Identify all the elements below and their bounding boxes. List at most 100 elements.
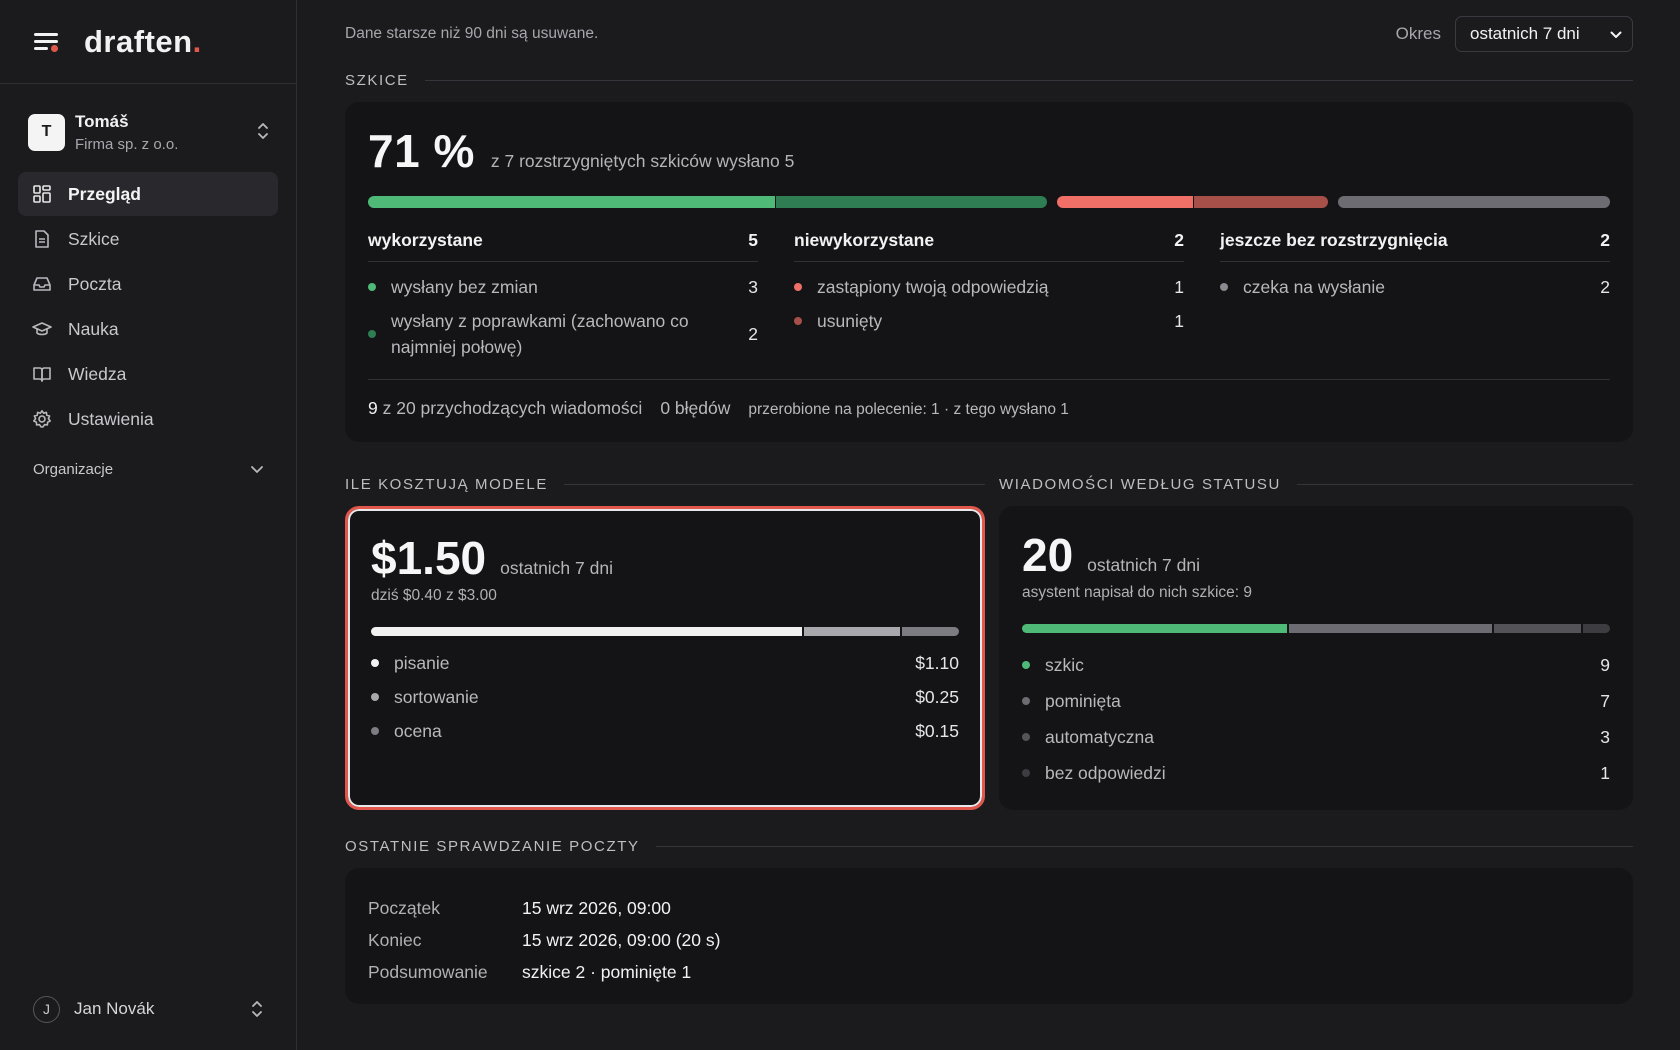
bullet: [794, 283, 802, 291]
legend-row: wysłany z poprawkami (zachowano co najmn…: [368, 308, 758, 360]
mail-value: 15 wrz 2026, 09:00: [522, 897, 671, 918]
period-control: Okres ostatnich 7 dni: [1396, 16, 1633, 52]
segment-group: [1056, 196, 1329, 208]
bullet: [368, 283, 376, 291]
dashboard-icon: [32, 184, 52, 204]
nav-item-poczta[interactable]: Poczta: [18, 262, 278, 306]
drafts-section-header: SZKICE: [345, 68, 1633, 92]
nav-item-przeglad[interactable]: Przegląd: [18, 172, 278, 216]
bar-segment: [1580, 624, 1610, 633]
period-select[interactable]: ostatnich 7 dni: [1455, 16, 1633, 52]
menu-icon[interactable]: [32, 30, 60, 54]
column-total: 2: [1600, 230, 1610, 250]
status-list: szkic 9 pominięta 7 automatyczna 3 bez odpowie…: [1021, 647, 1610, 791]
legend-row: automatyczna 3: [1021, 719, 1610, 755]
organizations-label: Organizacje: [33, 460, 114, 478]
incoming-label: z 20 przychodzących wiadomości: [382, 398, 643, 418]
section-title: WIADOMOŚCI WEDŁUG STATUSU: [998, 475, 1281, 493]
status-bar: [1021, 624, 1610, 633]
chevron-up-down-icon: [256, 120, 270, 142]
legend-value: 9: [1600, 654, 1610, 675]
cost-period: ostatnich 7 dni: [500, 558, 613, 578]
logo-row: draften.: [0, 0, 296, 84]
bullet: [1021, 661, 1030, 669]
bar-segment: [1492, 624, 1581, 633]
sidebar: draften. T Tomáš Firma sp. z o.o. Przegl…: [0, 0, 297, 1050]
legend-label: pominięta: [1044, 690, 1121, 711]
divider: [563, 483, 985, 485]
legend-value: 3: [1600, 726, 1610, 747]
legend-value: 1: [1600, 762, 1610, 783]
legend-label: szkic: [1044, 654, 1084, 675]
nav-item-szkice[interactable]: Szkice: [18, 217, 278, 261]
nav-item-nauka[interactable]: Nauka: [18, 307, 278, 351]
logo[interactable]: draften.: [84, 23, 202, 59]
legend-label: wysłany z poprawkami (zachowano co najmn…: [391, 311, 689, 357]
segment: [1192, 196, 1329, 208]
drafts-card: 71 % z 7 rozstrzygniętych szkiców wysłan…: [345, 102, 1633, 442]
mail-key: Koniec: [368, 929, 422, 950]
segment-group: [368, 196, 1047, 208]
mail-row-summary: Podsumowanie szkice 2 · pominięte 1: [368, 956, 1610, 988]
account-switcher[interactable]: T Tomáš Firma sp. z o.o.: [28, 106, 278, 158]
organizations-toggle[interactable]: Organizacje: [33, 455, 264, 483]
graduation-cap-icon: [32, 319, 52, 339]
legend-label: bez odpowiedzi: [1044, 762, 1166, 783]
gear-icon: [32, 409, 52, 429]
bullet: [1021, 769, 1030, 777]
cost-total: $1.50: [371, 532, 487, 584]
drafts-column: wykorzystane 5 wysłany bez zmian 3 wysłany z…: [368, 230, 758, 360]
drafts-columns: wykorzystane 5 wysłany bez zmian 3 wysłany z…: [368, 230, 1610, 360]
legend-label: automatyczna: [1044, 726, 1154, 747]
bullet: [1021, 697, 1030, 705]
mail-section-header: OSTATNIE SPRAWDZANIE POCZTY: [345, 834, 1633, 858]
nav-label: Nauka: [68, 318, 119, 339]
cost-today: dziś $0.40 z $3.00: [371, 587, 497, 604]
bullet: [368, 330, 376, 338]
period-value: ostatnich 7 dni: [1470, 24, 1580, 43]
legend-value: 2: [748, 323, 758, 344]
mail-key: Początek: [368, 897, 440, 918]
costs-card[interactable]: $1.50 ostatnich 7 dni dziś $0.40 z $3.00…: [345, 506, 985, 810]
chevron-down-icon: [1610, 24, 1622, 44]
legend-value: $1.10: [915, 652, 959, 673]
status-section-header: WIADOMOŚCI WEDŁUG STATUSU: [999, 472, 1633, 496]
status-total: 20: [1021, 529, 1074, 581]
column-title: jeszcze bez rozstrzygnięcia: [1220, 230, 1448, 250]
status-subtitle: asystent napisał do nich szkice: 9: [1021, 584, 1253, 601]
bullet: [371, 693, 379, 701]
legend-label: pisanie: [394, 652, 450, 673]
chevron-up-down-icon: [250, 998, 264, 1020]
book-icon: [32, 364, 52, 384]
legend-row: usunięty 1: [794, 308, 1184, 334]
drafts-segment-bar: [368, 196, 1610, 208]
divider: [424, 79, 1633, 81]
column-title: niewykorzystane: [794, 230, 935, 250]
bullet: [371, 659, 379, 667]
legend-label: czeka na wysłanie: [1243, 277, 1386, 297]
mail-check-card: Początek 15 wrz 2026, 09:00 Koniec 15 wr…: [345, 868, 1633, 1004]
mail-row-start: Początek 15 wrz 2026, 09:00: [368, 892, 1610, 924]
segment-group: [1338, 196, 1610, 208]
nav-item-wiedza[interactable]: Wiedza: [18, 352, 278, 396]
user-menu[interactable]: J Jan Novák: [33, 992, 264, 1026]
nav-label: Ustawienia: [68, 408, 154, 429]
legend-row: ocena $0.15: [371, 714, 959, 748]
drafts-summary: z 7 rozstrzygniętych szkiców wysłano 5: [490, 151, 795, 171]
legend-value: 1: [1174, 276, 1184, 297]
costs-section-header: ILE KOSZTUJĄ MODELE: [345, 472, 985, 496]
bullet: [1021, 733, 1030, 741]
nav-label: Poczta: [68, 273, 122, 294]
nav-item-ustawienia[interactable]: Ustawienia: [18, 397, 278, 441]
drafts-percent: 71 %: [368, 125, 475, 177]
column-header: jeszcze bez rozstrzygnięcia 2: [1220, 230, 1610, 262]
bullet: [1220, 283, 1228, 291]
redone-info: przerobione na polecenie: 1 · z tego wys…: [748, 401, 1069, 418]
mail-value: szkice 2 · pominięte 1: [522, 961, 692, 982]
section-title: SZKICE: [345, 71, 409, 89]
period-label: Okres: [1395, 24, 1441, 43]
legend-row: czeka na wysłanie 2: [1220, 274, 1610, 300]
status-card: 20 ostatnich 7 dni asystent napisał do n…: [998, 506, 1633, 810]
legend-value: $0.25: [915, 686, 959, 707]
status-section: WIADOMOŚCI WEDŁUG STATUSU 20 ostatnich 7…: [998, 472, 1633, 810]
